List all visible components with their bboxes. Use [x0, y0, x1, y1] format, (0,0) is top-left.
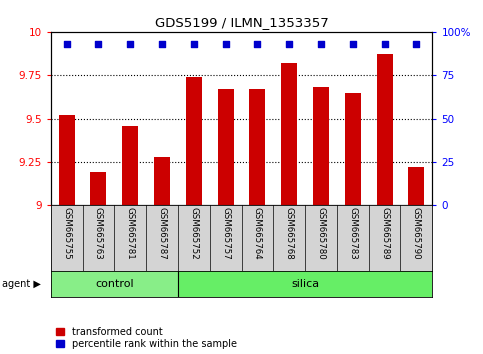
Point: [412, 41, 420, 47]
Text: GSM665755: GSM665755: [62, 207, 71, 260]
Text: GSM665783: GSM665783: [348, 207, 357, 260]
Legend: transformed count, percentile rank within the sample: transformed count, percentile rank withi…: [56, 327, 237, 349]
Bar: [281, 63, 297, 205]
Text: GSM665780: GSM665780: [316, 207, 326, 260]
Text: agent ▶: agent ▶: [2, 279, 41, 289]
Bar: [122, 126, 138, 205]
Title: GDS5199 / ILMN_1353357: GDS5199 / ILMN_1353357: [155, 16, 328, 29]
Bar: [409, 167, 425, 205]
Text: control: control: [95, 279, 134, 289]
Point: [222, 41, 229, 47]
Bar: [178, 271, 432, 297]
Bar: [90, 172, 106, 205]
Point: [317, 41, 325, 47]
Point: [63, 41, 71, 47]
Point: [254, 41, 261, 47]
Bar: [249, 89, 265, 205]
Text: GSM665763: GSM665763: [94, 207, 103, 260]
Bar: [186, 77, 202, 205]
Bar: [58, 115, 74, 205]
Point: [95, 41, 102, 47]
Text: GSM665757: GSM665757: [221, 207, 230, 260]
Bar: [218, 89, 234, 205]
Point: [381, 41, 388, 47]
Point: [158, 41, 166, 47]
Bar: [154, 157, 170, 205]
Point: [190, 41, 198, 47]
Text: GSM665790: GSM665790: [412, 207, 421, 260]
Bar: [313, 87, 329, 205]
Text: GSM665752: GSM665752: [189, 207, 199, 260]
Text: GSM665768: GSM665768: [284, 207, 294, 260]
Text: GSM665781: GSM665781: [126, 207, 135, 260]
Bar: [345, 92, 361, 205]
Bar: [377, 55, 393, 205]
Text: GSM665787: GSM665787: [157, 207, 167, 260]
Text: GSM665789: GSM665789: [380, 207, 389, 260]
Point: [285, 41, 293, 47]
Bar: [51, 271, 178, 297]
Point: [349, 41, 356, 47]
Text: silica: silica: [291, 279, 319, 289]
Text: GSM665764: GSM665764: [253, 207, 262, 260]
Point: [127, 41, 134, 47]
